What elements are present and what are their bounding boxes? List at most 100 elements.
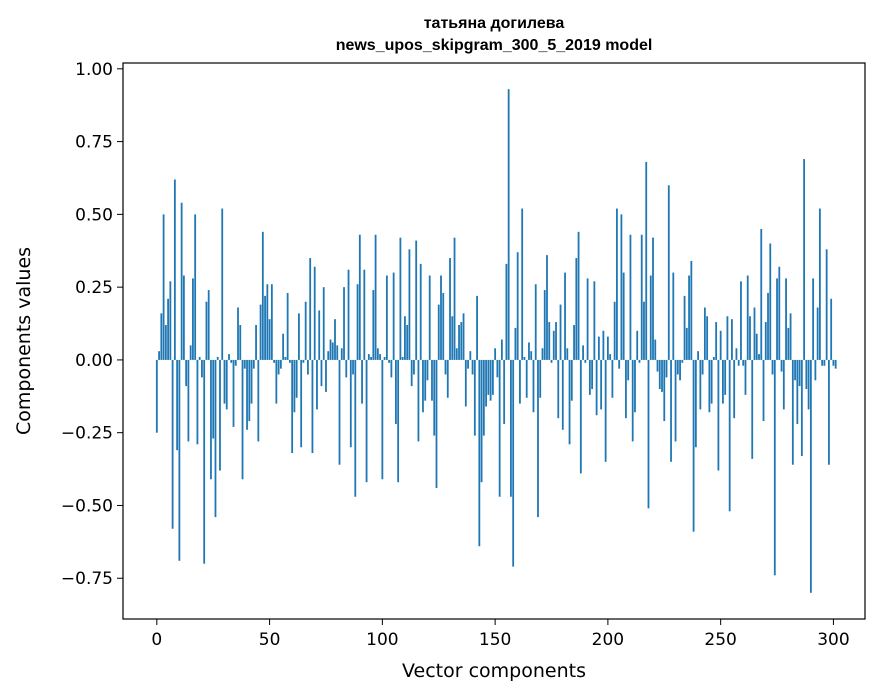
y-tick-label: 1.00: [75, 60, 113, 80]
y-tick-label: −0.25: [61, 424, 113, 444]
bar-145: [482, 359, 485, 436]
bar-77: [329, 339, 332, 360]
bar-41: [248, 359, 251, 422]
bar-209: [627, 359, 630, 381]
bar-186: [575, 258, 578, 360]
bar-295: [821, 359, 824, 366]
bar-104: [390, 359, 393, 378]
bar-37: [239, 324, 242, 360]
bar-131: [451, 316, 454, 360]
bar-176: [552, 330, 555, 360]
bar-43: [252, 359, 255, 369]
bar-174: [548, 322, 551, 360]
bar-268: [760, 228, 763, 360]
bar-9: [176, 359, 179, 451]
bar-46: [259, 304, 262, 360]
bar-11: [180, 202, 183, 360]
x-tick-label: 50: [259, 630, 281, 650]
bar-192: [588, 359, 591, 395]
bar-144: [480, 359, 483, 483]
bar-296: [823, 359, 826, 366]
bar-237: [690, 260, 693, 360]
bar-211: [631, 359, 634, 442]
bar-126: [440, 275, 442, 360]
bar-272: [769, 243, 772, 360]
bar-87: [352, 359, 354, 375]
bar-243: [703, 307, 706, 360]
bar-88: [354, 359, 357, 497]
bar-300: [832, 359, 835, 366]
x-tick-label: 0: [151, 630, 162, 650]
bar-158: [512, 359, 515, 567]
bar-91: [361, 359, 363, 404]
bar-181: [564, 272, 566, 360]
bar-20: [201, 359, 203, 378]
bar-3: [162, 214, 165, 360]
bar-89: [356, 284, 359, 360]
bar-57: [284, 357, 287, 360]
bar-260: [742, 359, 745, 366]
bar-267: [758, 354, 760, 360]
bar-281: [789, 313, 792, 360]
bar-102: [385, 275, 388, 360]
bar-12: [182, 275, 185, 360]
bar-160: [516, 252, 519, 360]
bar-132: [453, 237, 456, 360]
bar-225: [663, 359, 666, 422]
bar-157: [510, 359, 512, 497]
bar-199: [604, 359, 607, 462]
bar-241: [699, 359, 702, 410]
bar-233: [681, 359, 684, 363]
bar-0: [155, 359, 158, 433]
bar-257: [735, 348, 738, 360]
bar-202: [611, 359, 614, 398]
bar-34: [232, 359, 235, 427]
bar-93: [365, 359, 368, 483]
bar-223: [658, 359, 661, 390]
bar-154: [503, 359, 506, 424]
bar-63: [298, 313, 300, 360]
bar-279: [785, 278, 787, 360]
bar-141: [473, 359, 476, 436]
bar-184: [570, 359, 573, 401]
bar-299: [830, 298, 833, 360]
bar-94: [367, 354, 370, 360]
bar-149: [491, 359, 494, 395]
bar-26: [214, 359, 217, 518]
bar-112: [408, 249, 411, 360]
bar-136: [462, 313, 465, 360]
bar-289: [807, 359, 810, 410]
bar-70: [313, 266, 316, 360]
bar-134: [458, 324, 460, 360]
bar-261: [744, 359, 747, 395]
bar-115: [415, 240, 418, 360]
bar-179: [559, 304, 562, 360]
bar-139: [469, 351, 472, 360]
bar-25: [212, 359, 215, 439]
bar-169: [537, 359, 539, 518]
bar-266: [755, 333, 758, 360]
bar-288: [805, 359, 808, 390]
bar-18: [196, 359, 199, 445]
x-axis-ticks: 0 50 100 150 200 250 300: [151, 619, 850, 650]
bar-213: [636, 330, 639, 360]
bar-224: [661, 359, 663, 392]
bar-130: [449, 258, 451, 360]
bar-31: [225, 359, 228, 410]
bar-90: [358, 234, 361, 360]
x-axis-label: Vector components: [402, 660, 586, 682]
bar-274: [773, 359, 776, 576]
bar-123: [433, 359, 436, 436]
bar-137: [464, 359, 467, 407]
bar-207: [622, 272, 625, 360]
bar-291: [812, 278, 815, 360]
bar-240: [697, 351, 699, 360]
bar-151: [496, 359, 499, 378]
bar-231: [676, 359, 679, 375]
bars-group: [155, 89, 837, 593]
bar-66: [304, 301, 307, 360]
bar-161: [519, 359, 521, 404]
bar-173: [546, 255, 548, 360]
bar-99: [379, 354, 381, 360]
bar-135: [460, 322, 463, 360]
